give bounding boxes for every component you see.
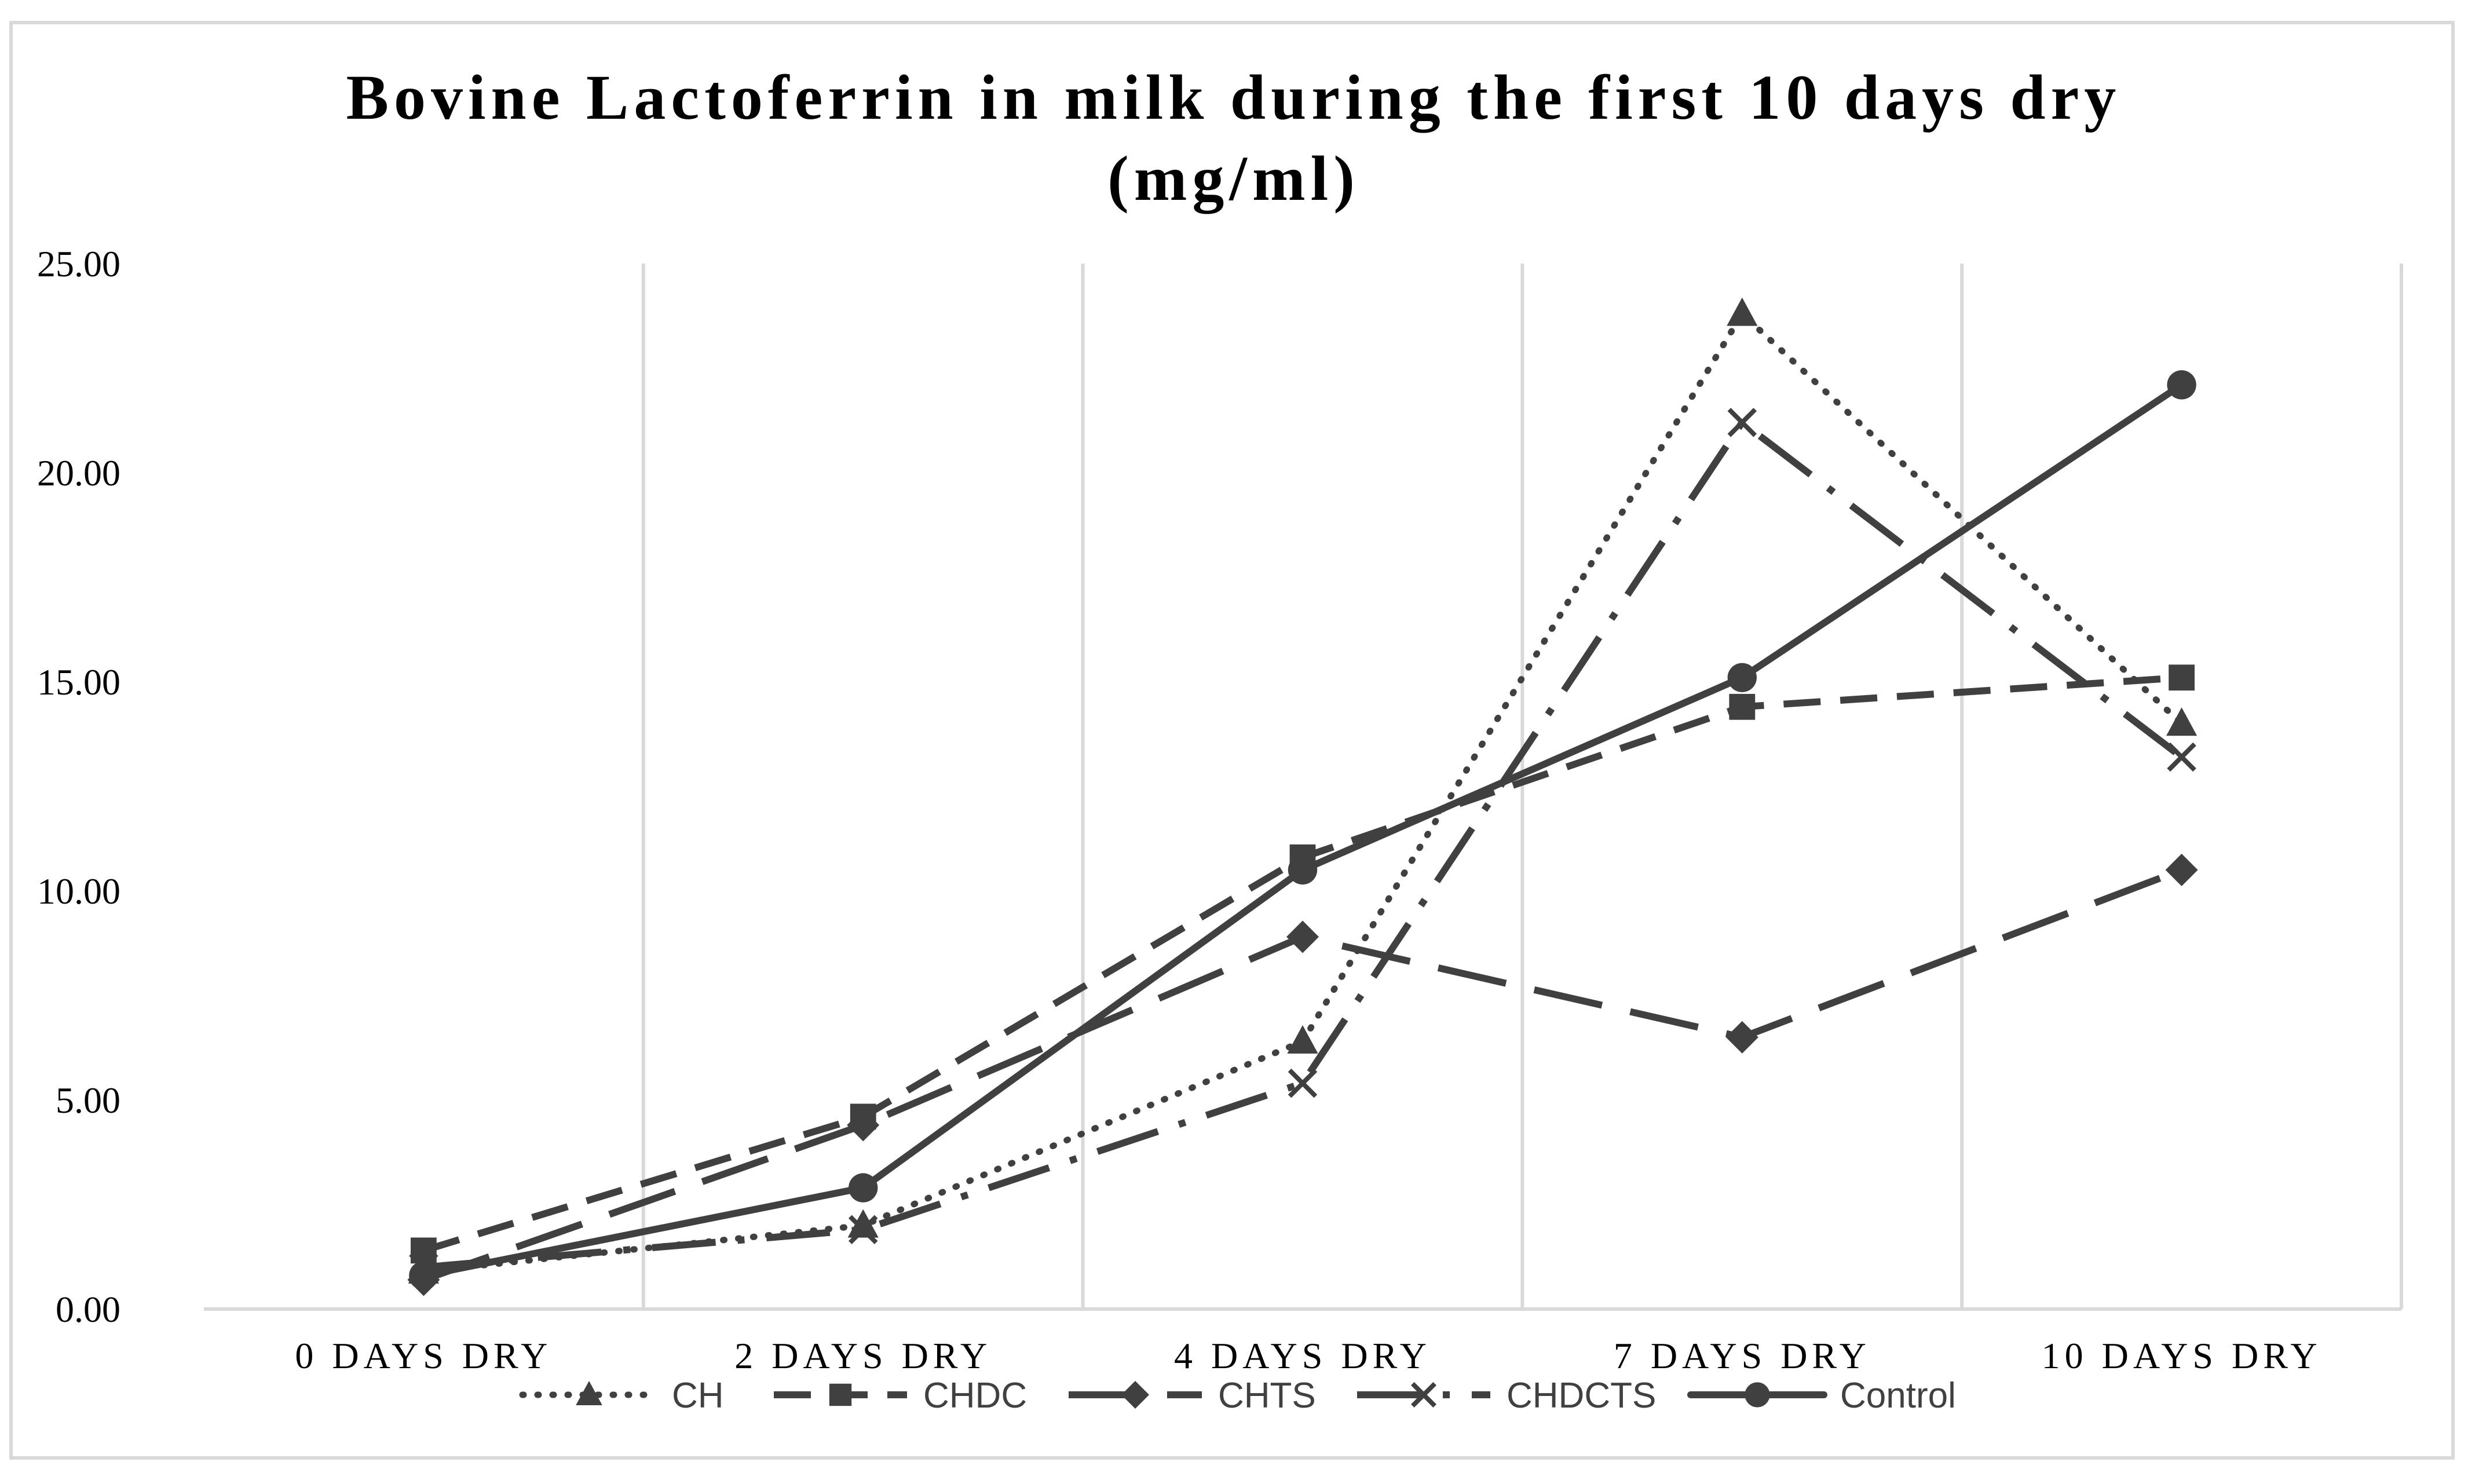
series-line-chdc	[422, 674, 2182, 1254]
data-point-chts	[1286, 920, 1319, 953]
legend-label: CHTS	[1218, 1376, 1316, 1416]
y-tick-label: 15.00	[37, 661, 120, 703]
legend-marker	[1745, 1382, 1770, 1408]
data-point-ch	[1287, 1025, 1318, 1054]
chart-title-line-1: Bovine Lactoferrin in milk during the fi…	[346, 62, 2122, 133]
axes: 0.00 5.00 10.00 15.00 20.00 25.00 0 DAYS DRY 2 …	[37, 243, 2401, 1376]
series-line-control	[420, 381, 2185, 1280]
y-tick-label: 5.00	[56, 1080, 120, 1121]
data-point-chdc	[2169, 664, 2195, 691]
data-point-chdcts	[848, 1215, 878, 1245]
data-point-control	[409, 1261, 438, 1291]
legend-entry-chts: CHTS	[1069, 1376, 1316, 1416]
legend: CH CHDC CHTS CHDCTS Control	[519, 1376, 1956, 1416]
data-point-chdcts	[2167, 742, 2196, 772]
data-point-chdcts	[1727, 408, 1757, 437]
data-point-control	[849, 1173, 878, 1202]
y-tick-label: 10.00	[37, 871, 120, 912]
legend-label: CHDCTS	[1507, 1376, 1656, 1416]
data-point-ch	[847, 1209, 879, 1238]
legend-entry-chdc: CHDC	[774, 1376, 1027, 1416]
y-tick-label: 20.00	[37, 452, 120, 494]
y-tick-label: 25.00	[37, 243, 120, 284]
series-markers	[407, 297, 2198, 1296]
data-point-control	[2167, 370, 2196, 400]
x-tick-label: 0 DAYS DRY	[295, 1335, 552, 1376]
legend-entry-control: Control	[1687, 1376, 1956, 1416]
chart-frame	[9, 21, 2455, 1460]
x-tick-label: 4 DAYS DRY	[1174, 1335, 1431, 1376]
series-lines	[420, 310, 2185, 1284]
legend-entry-ch: CH	[519, 1376, 724, 1416]
legend-marker	[1410, 1381, 1437, 1408]
x-tick-label: 10 DAYS DRY	[2042, 1335, 2322, 1376]
x-tick-label: 2 DAYS DRY	[734, 1335, 992, 1376]
legend-marker	[1121, 1381, 1149, 1409]
legend-marker	[576, 1381, 602, 1405]
legend-label: CHDC	[923, 1376, 1027, 1416]
data-point-chts	[2165, 853, 2198, 886]
data-point-chts	[847, 1109, 880, 1142]
data-point-control	[1727, 663, 1757, 692]
legend-entry-chdcts: CHDCTS	[1357, 1376, 1656, 1416]
legend-marker	[829, 1383, 852, 1406]
series-line-chdcts	[423, 419, 2184, 1271]
data-point-chdc	[1729, 693, 1756, 720]
data-point-control	[1288, 855, 1318, 885]
data-point-chts	[1725, 1021, 1758, 1054]
legend-label: Control	[1840, 1376, 1956, 1416]
series-line-ch	[420, 310, 2185, 1275]
data-point-chdcts	[1288, 1068, 1318, 1098]
legend-label: CH	[672, 1376, 724, 1416]
x-tick-label: 7 DAYS DRY	[1614, 1335, 1871, 1376]
data-point-ch	[1727, 297, 1758, 326]
data-point-ch	[2166, 707, 2198, 736]
chart-title-line-2: (mg/ml)	[1107, 143, 1360, 214]
y-tick-label: 0.00	[56, 1289, 120, 1330]
chart-title: Bovine Lactoferrin in milk during the fi…	[346, 62, 2122, 214]
